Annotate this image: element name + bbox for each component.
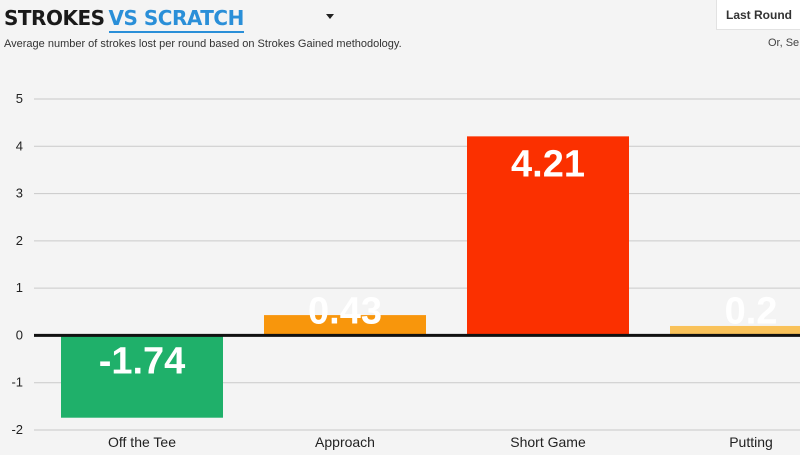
data-label: 0.2 (725, 290, 778, 332)
chart-title: STROKES VS SCRATCH (4, 6, 244, 33)
y-tick-label: 3 (16, 186, 23, 201)
data-label: 0.43 (308, 290, 382, 332)
x-category-label: Off the Tee (108, 434, 176, 450)
y-tick-label: 4 (16, 138, 23, 153)
y-tick-label: -1 (11, 375, 23, 390)
y-tick-label: 2 (16, 233, 23, 248)
chart-subtitle: Average number of strokes lost per round… (4, 38, 402, 50)
bar-off-the-tee (61, 335, 223, 418)
title-strokes: STROKES (4, 6, 105, 30)
y-tick-label: 0 (16, 327, 23, 342)
x-category-label: Short Game (510, 434, 586, 450)
bar-approach (264, 315, 426, 336)
chart-header: STROKES VS SCRATCH Average number of stro… (0, 0, 800, 60)
x-category-label: Putting (729, 434, 773, 450)
round-select-label[interactable]: Or, Se (768, 37, 800, 49)
data-label: -1.74 (99, 340, 186, 382)
last-round-button[interactable]: Last Round (716, 0, 800, 30)
data-label: 4.21 (511, 143, 585, 185)
y-tick-label: 1 (16, 280, 23, 295)
x-category-label: Approach (315, 434, 375, 450)
bar-putting (670, 325, 800, 336)
y-tick-label: -2 (11, 422, 23, 437)
bar-short-game (467, 136, 629, 336)
chevron-down-icon[interactable] (326, 14, 334, 19)
y-tick-label: 5 (16, 91, 23, 106)
comparison-selector[interactable]: VS SCRATCH (108, 6, 244, 33)
